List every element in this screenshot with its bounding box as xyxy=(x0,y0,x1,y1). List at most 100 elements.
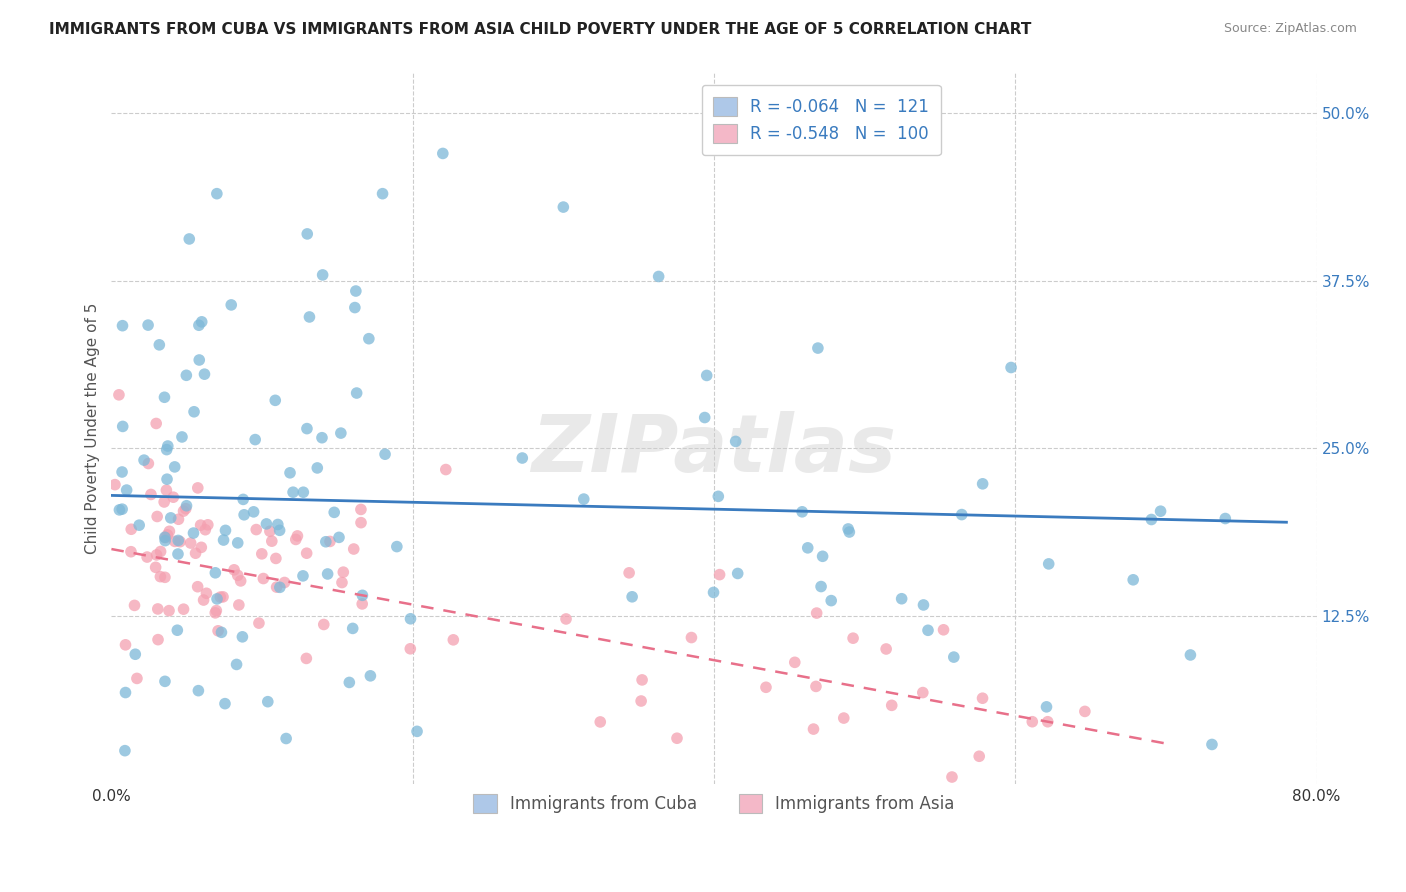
Point xyxy=(804,680,827,694)
Point xyxy=(332,565,354,579)
Point xyxy=(222,563,245,577)
Point xyxy=(307,461,329,475)
Point xyxy=(173,504,195,518)
Point xyxy=(190,518,212,533)
Point xyxy=(292,485,315,500)
Point xyxy=(167,533,190,548)
Point xyxy=(114,638,136,652)
Point xyxy=(941,770,963,784)
Point xyxy=(820,593,842,607)
Point xyxy=(209,590,232,604)
Point xyxy=(219,298,242,312)
Point xyxy=(146,602,169,616)
Point xyxy=(124,647,146,661)
Point xyxy=(156,439,179,453)
Point xyxy=(162,490,184,504)
Point xyxy=(972,691,994,706)
Point xyxy=(229,574,252,588)
Point xyxy=(166,624,188,638)
Point xyxy=(190,541,212,555)
Point xyxy=(190,315,212,329)
Point xyxy=(838,524,860,539)
Point xyxy=(357,332,380,346)
Text: Source: ZipAtlas.com: Source: ZipAtlas.com xyxy=(1223,22,1357,36)
Point xyxy=(111,465,134,479)
Point xyxy=(214,697,236,711)
Point xyxy=(197,517,219,532)
Point xyxy=(264,551,287,566)
Point xyxy=(621,590,644,604)
Legend: Immigrants from Cuba, Immigrants from Asia: Immigrants from Cuba, Immigrants from As… xyxy=(461,782,966,825)
Point xyxy=(132,453,155,467)
Point xyxy=(666,731,689,746)
Point xyxy=(911,685,934,699)
Point xyxy=(193,593,215,607)
Point xyxy=(273,575,295,590)
Point xyxy=(967,749,990,764)
Point xyxy=(153,390,176,404)
Point xyxy=(287,529,309,543)
Point xyxy=(510,450,533,465)
Point xyxy=(176,368,198,383)
Point xyxy=(104,477,127,491)
Point xyxy=(291,569,314,583)
Point xyxy=(880,698,903,713)
Point xyxy=(155,483,177,498)
Text: ZIPatlas: ZIPatlas xyxy=(531,410,897,489)
Point xyxy=(156,528,179,542)
Point xyxy=(187,481,209,495)
Point xyxy=(138,457,160,471)
Point xyxy=(359,669,381,683)
Point xyxy=(589,714,612,729)
Point xyxy=(176,499,198,513)
Point xyxy=(145,417,167,431)
Point xyxy=(187,580,209,594)
Point xyxy=(312,617,335,632)
Point xyxy=(167,512,190,526)
Point xyxy=(250,547,273,561)
Point xyxy=(193,367,215,381)
Point xyxy=(156,472,179,486)
Point xyxy=(245,523,267,537)
Point xyxy=(842,631,865,645)
Point xyxy=(399,612,422,626)
Point xyxy=(319,534,342,549)
Point xyxy=(434,462,457,476)
Point xyxy=(163,459,186,474)
Point xyxy=(146,509,169,524)
Point xyxy=(269,524,291,538)
Point xyxy=(323,505,346,519)
Point xyxy=(295,422,318,436)
Point xyxy=(108,503,131,517)
Point xyxy=(399,641,422,656)
Point xyxy=(153,570,176,584)
Point xyxy=(343,301,366,315)
Point xyxy=(252,572,274,586)
Point xyxy=(284,533,307,547)
Point xyxy=(276,731,298,746)
Point xyxy=(693,410,716,425)
Point xyxy=(555,612,578,626)
Point xyxy=(343,541,366,556)
Point xyxy=(696,368,718,383)
Point xyxy=(647,269,669,284)
Point xyxy=(163,534,186,549)
Point xyxy=(281,485,304,500)
Point xyxy=(214,524,236,538)
Point xyxy=(205,604,228,618)
Point xyxy=(266,580,288,594)
Point xyxy=(153,530,176,544)
Point xyxy=(120,545,142,559)
Point xyxy=(173,602,195,616)
Point xyxy=(157,604,180,618)
Point xyxy=(441,632,464,647)
Point xyxy=(1035,699,1057,714)
Point xyxy=(187,318,209,333)
Point xyxy=(755,680,778,694)
Point xyxy=(1021,714,1043,729)
Point xyxy=(371,186,394,201)
Point xyxy=(153,495,176,509)
Point xyxy=(269,580,291,594)
Point xyxy=(228,598,250,612)
Point xyxy=(247,616,270,631)
